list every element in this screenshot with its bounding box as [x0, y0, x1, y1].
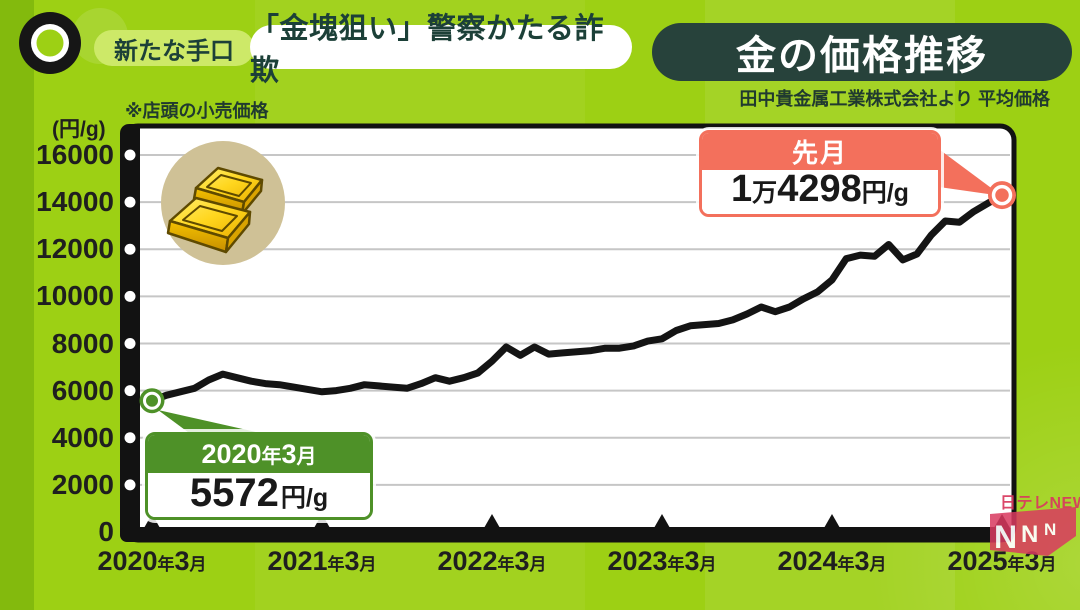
start-callout-price: 5572 円/g: [148, 473, 370, 517]
topic-badge: 新たな手口: [94, 30, 254, 66]
gold-bars-icon: [161, 141, 285, 265]
latest-callout-price: 1 万 4298 円/g: [702, 170, 938, 214]
broadcaster-record-icon: [19, 12, 81, 74]
start-price-unit: 円/g: [280, 484, 329, 512]
start-month: 3: [281, 438, 297, 469]
y-tick-label: 4000: [51, 421, 114, 453]
start-callout-date: 2020 年 3 月: [148, 435, 370, 473]
nnn-flag-icon: N N N: [990, 507, 1076, 556]
start-year: 2020: [201, 438, 262, 469]
y-tick-label: 16000: [36, 139, 114, 170]
x-tick-label: 2020年3月: [97, 546, 207, 576]
chart-note: ※店頭の小売価格: [125, 101, 269, 121]
chart-title-banner: 金の価格推移: [652, 23, 1072, 81]
y-tick-label: 2000: [51, 468, 114, 500]
y-tick-label: 14000: [36, 186, 114, 218]
latest-price-unit: 円/g: [861, 179, 909, 207]
ntv-news-wordmark: 日テレNEWS: [1000, 495, 1080, 512]
svg-text:N: N: [994, 519, 1017, 555]
latest-price-man-digit: 1: [731, 168, 753, 210]
bg-stripe-left: [0, 0, 34, 610]
start-year-unit: 年: [261, 445, 282, 468]
x-tick-label: 2024年3月: [777, 546, 887, 576]
ntv-news-nnn-logo: 日テレNEWS N N N: [986, 489, 1080, 571]
y-tick-label: 6000: [51, 374, 114, 406]
y-tick-label: 8000: [51, 327, 114, 359]
headline-badge: 「金塊狙い」警察かたる詐欺: [250, 13, 632, 87]
latest-price-callout: 先月 1 万 4298 円/g: [699, 130, 941, 217]
start-month-unit: 月: [296, 445, 317, 468]
x-tick-label: 2022年3月: [437, 546, 547, 576]
chart-title: 金の価格推移: [736, 34, 988, 78]
start-price-value: 5572: [189, 471, 279, 515]
start-price-callout: 2020 年 3 月 5572 円/g: [145, 432, 373, 520]
latest-callout-title: 先月: [702, 133, 938, 170]
latest-price-man: 万: [752, 179, 778, 207]
latest-price-value: 4298: [777, 168, 862, 210]
data-source-caption: 田中貴金属工業株式会社より 平均価格: [739, 89, 1050, 109]
headline-label: 「金塊狙い」警察かたる詐欺: [250, 13, 605, 87]
topic-badge-label: 新たな手口: [114, 37, 234, 65]
x-tick-label: 2023年3月: [607, 546, 717, 576]
y-tick-label: 10000: [36, 280, 114, 312]
y-tick-label: 0: [98, 516, 114, 547]
svg-text:N: N: [1044, 520, 1056, 539]
x-tick-label: 2021年3月: [267, 546, 377, 576]
y-tick-label: 12000: [36, 233, 114, 265]
y-axis-unit-label: (円/g): [52, 118, 106, 141]
svg-text:N: N: [1021, 521, 1038, 548]
